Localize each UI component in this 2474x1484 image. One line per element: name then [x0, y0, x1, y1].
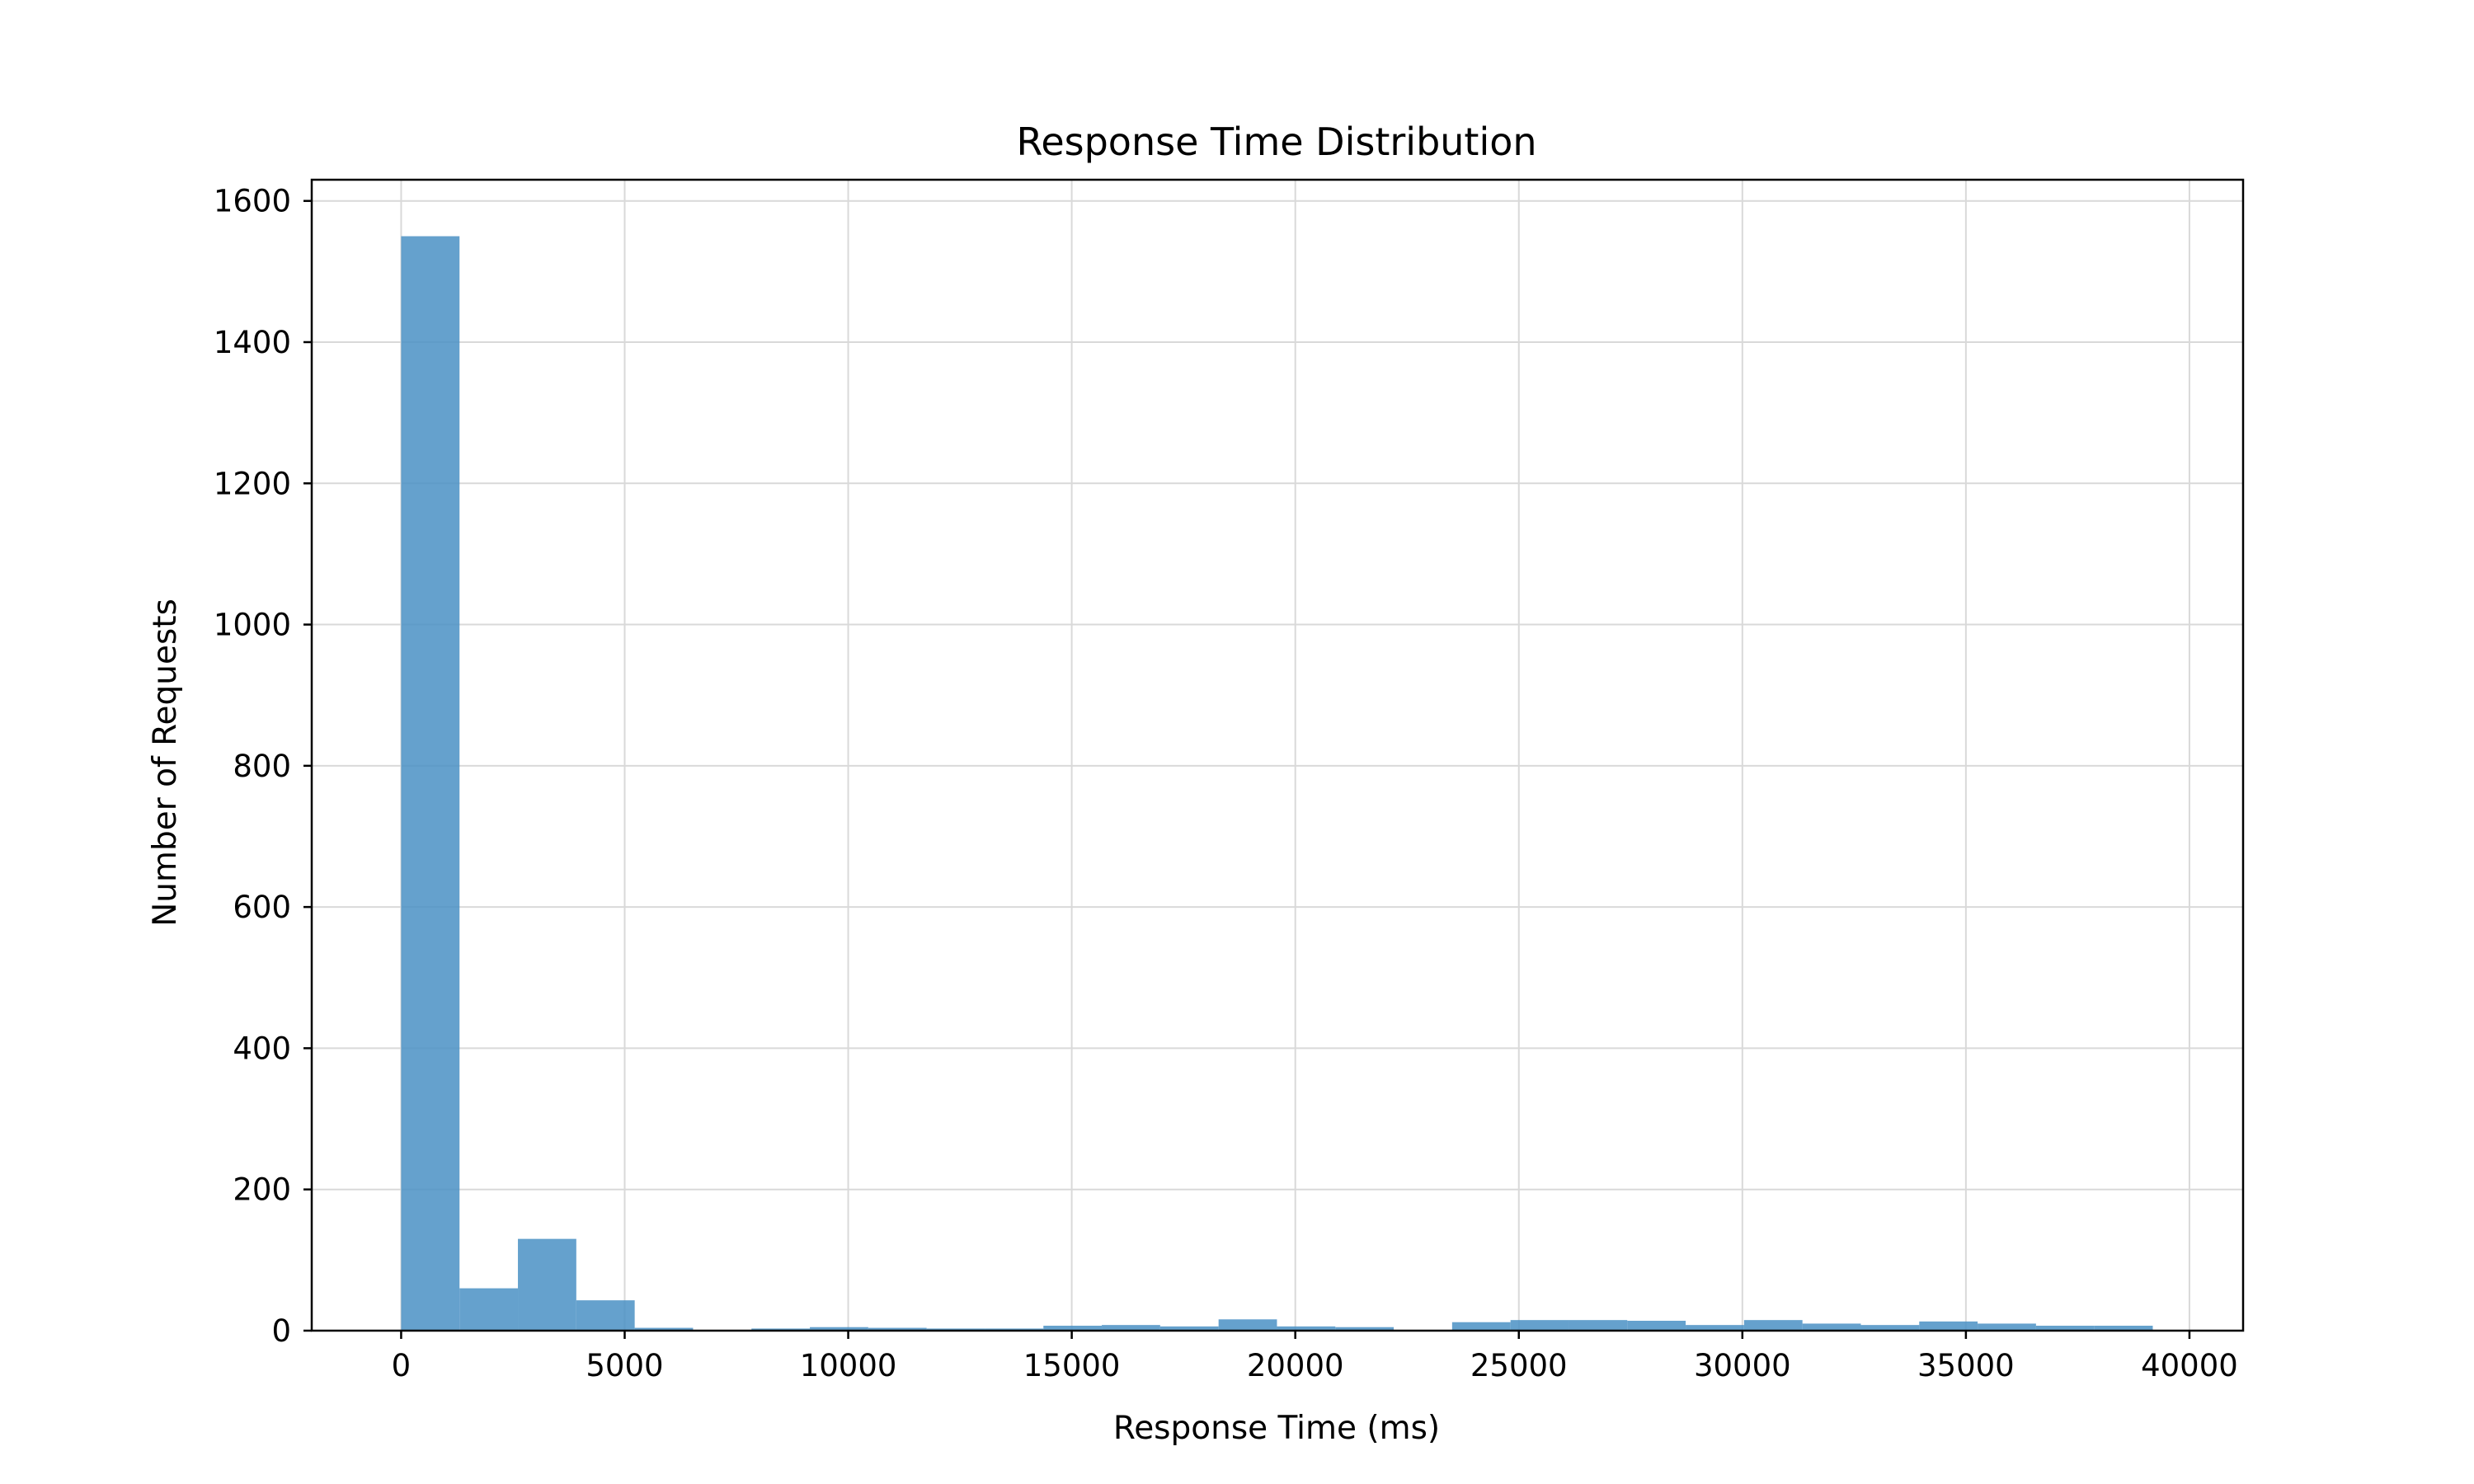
histogram-bar [401, 236, 460, 1331]
x-tick-label: 25000 [1470, 1348, 1568, 1383]
chart-title: Response Time Distribution [1016, 120, 1536, 164]
plot-frame [310, 178, 2245, 1332]
y-tick-label: 0 [271, 1313, 291, 1349]
axis-ticks: 0 5000 10000 15000 20000 25000 30000 35000 40000… [214, 184, 2238, 1383]
histogram-bar [634, 1327, 694, 1331]
histogram-bar [576, 1300, 635, 1331]
y-tick-label: 200 [233, 1172, 291, 1208]
histogram-bar [1627, 1321, 1686, 1331]
histogram-bar [1978, 1323, 2036, 1331]
y-tick-label: 1400 [214, 325, 291, 360]
grid-lines [312, 180, 2243, 1331]
histogram-bar [1510, 1320, 1569, 1331]
histogram-bar [926, 1328, 985, 1331]
y-tick-label: 600 [233, 890, 291, 925]
histogram-bar [985, 1328, 1044, 1331]
y-tick-label: 1200 [214, 466, 291, 501]
histogram-bar [1802, 1323, 1861, 1331]
y-tick-label: 800 [233, 749, 291, 784]
histogram-bar [810, 1327, 868, 1331]
x-tick-label: 40000 [2141, 1348, 2238, 1383]
x-tick-label: 5000 [586, 1348, 663, 1383]
x-tick-label: 35000 [1917, 1348, 2015, 1383]
histogram-bar [751, 1328, 811, 1331]
y-tick-label: 1000 [214, 608, 291, 643]
histogram-bar [1335, 1327, 1395, 1331]
y-tick-label: 400 [233, 1031, 291, 1066]
histogram-bar [1102, 1325, 1160, 1331]
x-tick-label: 30000 [1694, 1348, 1791, 1383]
x-tick-label: 15000 [1023, 1348, 1121, 1383]
histogram-bar [2035, 1326, 2095, 1331]
histogram-bars [401, 236, 2153, 1331]
histogram-bar [2094, 1326, 2153, 1331]
histogram-bar [1043, 1326, 1103, 1331]
histogram-bar [868, 1327, 927, 1331]
x-tick-label: 10000 [800, 1348, 897, 1383]
x-axis-label: Response Time (ms) [1113, 1410, 1440, 1447]
histogram-bar [1277, 1326, 1336, 1331]
histogram-bar [1686, 1325, 1744, 1331]
x-tick-label: 0 [392, 1348, 412, 1383]
histogram-bar [1159, 1326, 1219, 1331]
x-tick-label: 20000 [1247, 1348, 1344, 1383]
y-tick-label: 1600 [214, 184, 291, 219]
y-axis-label: Number of Requests [147, 599, 184, 927]
histogram-bar [1743, 1320, 1803, 1331]
histogram-bar [1218, 1319, 1277, 1331]
histogram-bar [1860, 1325, 1920, 1331]
histogram-bar [1919, 1321, 1978, 1331]
histogram-bar [1569, 1320, 1628, 1331]
histogram-bar [459, 1288, 519, 1331]
histogram-bar [1451, 1322, 1511, 1331]
histogram-bar [518, 1238, 576, 1331]
